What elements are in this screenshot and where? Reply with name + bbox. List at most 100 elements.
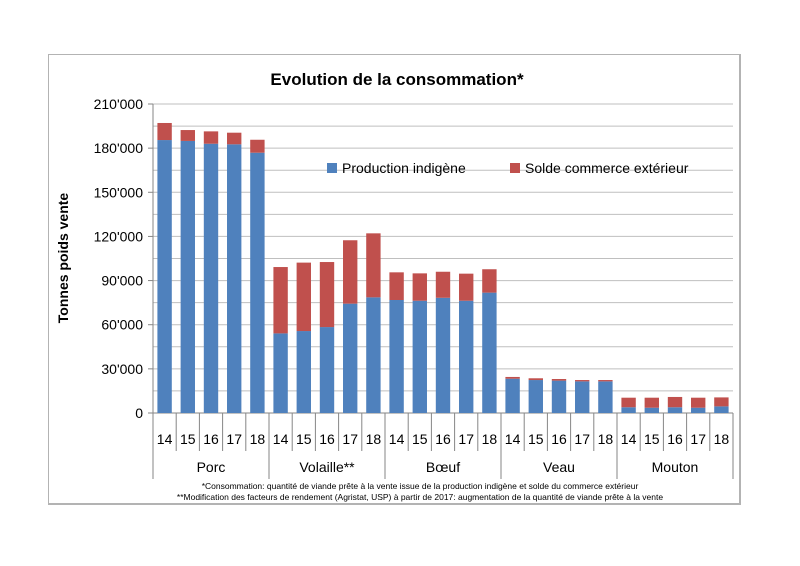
bar-solde-commerce <box>691 397 706 408</box>
bar-solde-commerce <box>296 262 311 332</box>
bar-production-indigene <box>157 140 172 414</box>
x-group-label: Bœuf <box>426 459 460 475</box>
x-tick-label-year: 18 <box>714 431 730 447</box>
bar-production-indigene <box>482 292 497 413</box>
bar-production-indigene <box>528 380 543 413</box>
bar-solde-commerce <box>180 130 195 141</box>
y-tick-label: 120'000 <box>94 228 144 244</box>
x-group-label: Mouton <box>652 459 699 475</box>
gridlines <box>152 103 733 414</box>
x-group-label: Volaille** <box>299 459 355 475</box>
x-tick-label-year: 16 <box>319 431 335 447</box>
x-group-label: Porc <box>197 459 226 475</box>
chart-frame <box>48 54 741 505</box>
x-tick-label-year: 15 <box>180 431 196 447</box>
y-tick-label: 90'000 <box>101 273 143 289</box>
bar-production-indigene <box>180 140 195 413</box>
legend-label-production: Production indigène <box>342 160 466 176</box>
bar-production-indigene <box>505 378 520 413</box>
bar-solde-commerce <box>203 131 219 144</box>
x-group-label: Veau <box>543 459 575 475</box>
bar-production-indigene <box>366 297 381 413</box>
y-tick-label: 30'000 <box>101 361 143 377</box>
bar-production-indigene <box>412 300 427 413</box>
bar-production-indigene <box>389 299 404 413</box>
legend-swatch-production <box>327 163 337 173</box>
bar-solde-commerce <box>551 379 567 381</box>
x-tick-label-year: 17 <box>458 431 474 447</box>
x-tick-label-year: 16 <box>667 431 683 447</box>
bar-solde-commerce <box>227 132 242 145</box>
bar-production-indigene <box>319 327 335 413</box>
bar-solde-commerce <box>343 240 358 304</box>
bar-production-indigene <box>459 300 474 413</box>
bar-production-indigene <box>227 144 242 413</box>
x-tick-label-year: 14 <box>157 431 173 447</box>
y-tick-label: 0 <box>135 405 143 421</box>
bar-solde-commerce <box>505 376 520 379</box>
y-axis-label: Tonnes poids vente <box>55 193 71 324</box>
footnote-2: **Modification des facteurs de rendement… <box>177 492 663 502</box>
x-tick-label-year: 18 <box>366 431 382 447</box>
bar-solde-commerce <box>459 273 474 301</box>
bar-production-indigene <box>575 381 590 413</box>
bar-solde-commerce <box>482 269 497 293</box>
bar-production-indigene <box>644 407 659 413</box>
bar-solde-commerce <box>157 122 172 141</box>
bar-solde-commerce <box>644 397 659 408</box>
x-tick-label-year: 14 <box>273 431 289 447</box>
x-tick-label-year: 15 <box>412 431 428 447</box>
y-tick-label: 210'000 <box>94 96 144 112</box>
chart-title: Evolution de la consommation* <box>270 70 524 89</box>
bars <box>157 122 729 414</box>
bar-solde-commerce <box>412 273 427 301</box>
y-tick-label: 60'000 <box>101 317 143 333</box>
bar-solde-commerce <box>319 262 335 328</box>
bar-production-indigene <box>250 152 265 413</box>
bar-solde-commerce <box>250 139 265 153</box>
x-tick-label-year: 18 <box>482 431 498 447</box>
y-tick-label: 180'000 <box>94 140 144 156</box>
bar-production-indigene <box>435 297 451 413</box>
bar-production-indigene <box>691 407 706 413</box>
legend-label-solde: Solde commerce extérieur <box>525 160 689 176</box>
bar-solde-commerce <box>389 272 404 300</box>
x-tick-label-year: 15 <box>644 431 660 447</box>
bar-solde-commerce <box>528 378 543 381</box>
bar-production-indigene <box>714 406 729 413</box>
x-tick-label-year: 17 <box>342 431 358 447</box>
x-tick-label-year: 17 <box>226 431 242 447</box>
x-tick-label-year: 16 <box>203 431 219 447</box>
x-tick-label-year: 14 <box>621 431 637 447</box>
bar-solde-commerce <box>366 233 381 298</box>
y-tick-label: 150'000 <box>94 184 144 200</box>
x-tick-label-year: 18 <box>598 431 614 447</box>
x-tick-label-year: 17 <box>574 431 590 447</box>
x-tick-label-year: 15 <box>296 431 312 447</box>
bar-solde-commerce <box>667 396 683 408</box>
bar-production-indigene <box>667 407 683 413</box>
bar-production-indigene <box>551 380 567 413</box>
x-tick-label-year: 14 <box>505 431 521 447</box>
legend: Production indigène Solde commerce extér… <box>327 160 689 176</box>
bar-solde-commerce <box>714 397 729 407</box>
footnote-1: *Consommation: quantité de viande prête … <box>202 481 639 491</box>
bar-production-indigene <box>621 407 636 413</box>
bar-solde-commerce <box>273 267 288 334</box>
x-tick-label-year: 16 <box>551 431 567 447</box>
bar-solde-commerce <box>575 380 590 382</box>
bar-production-indigene <box>203 143 219 413</box>
x-tick-label-year: 15 <box>528 431 544 447</box>
x-tick-label-year: 17 <box>690 431 706 447</box>
bar-solde-commerce <box>435 271 451 298</box>
bar-production-indigene <box>273 333 288 413</box>
bar-production-indigene <box>343 303 358 413</box>
bar-solde-commerce <box>598 380 613 382</box>
x-tick-label-year: 18 <box>250 431 266 447</box>
legend-swatch-solde <box>510 163 520 173</box>
bar-solde-commerce <box>621 397 636 408</box>
bar-production-indigene <box>598 381 613 413</box>
x-tick-label-year: 16 <box>435 431 451 447</box>
bar-production-indigene <box>296 331 311 413</box>
